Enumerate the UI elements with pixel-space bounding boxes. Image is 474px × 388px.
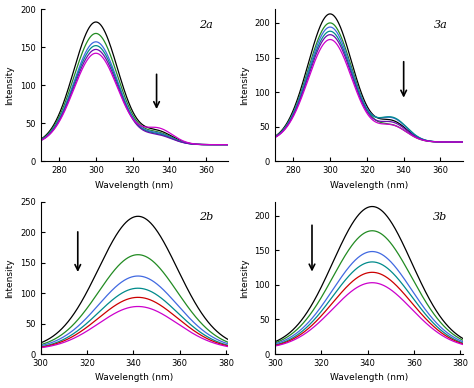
Text: 2a: 2a xyxy=(200,20,213,30)
X-axis label: Wavelength (nm): Wavelength (nm) xyxy=(95,181,173,190)
X-axis label: Wavelength (nm): Wavelength (nm) xyxy=(329,373,408,383)
Text: 3b: 3b xyxy=(433,212,447,222)
Text: 2b: 2b xyxy=(199,212,213,222)
X-axis label: Wavelength (nm): Wavelength (nm) xyxy=(95,373,173,383)
X-axis label: Wavelength (nm): Wavelength (nm) xyxy=(329,181,408,190)
Y-axis label: Intensity: Intensity xyxy=(6,258,15,298)
Y-axis label: Intensity: Intensity xyxy=(6,66,15,105)
Text: 3a: 3a xyxy=(434,20,447,30)
Y-axis label: Intensity: Intensity xyxy=(240,258,249,298)
Y-axis label: Intensity: Intensity xyxy=(240,66,249,105)
